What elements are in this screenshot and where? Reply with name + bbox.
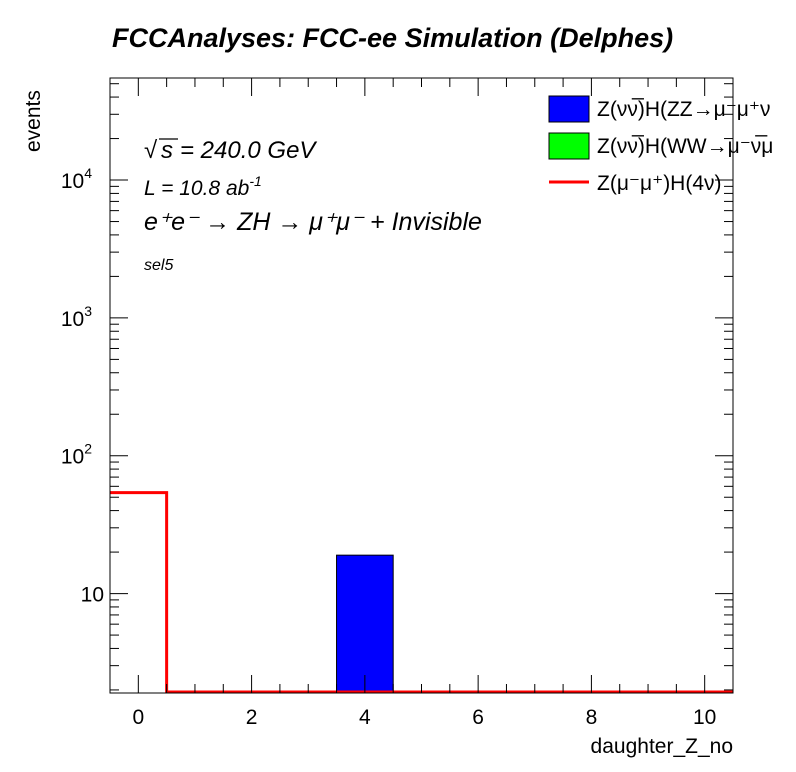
bar-series0-bin4 <box>336 554 394 694</box>
y-axis-title: events <box>22 90 45 152</box>
lumi-annotation: L = 10.8 ab-1 <box>144 173 262 200</box>
plot-frame <box>109 77 734 694</box>
chart-title: FCCAnalyses: FCC-ee Simulation (Delphes) <box>112 23 673 53</box>
x-tick-label: 2 <box>246 706 258 729</box>
x-tick-label: 4 <box>359 706 371 729</box>
legend-label-0: Z(νν̅)H(ZZ→μ⁻μ⁺ν <box>597 98 771 121</box>
y-tick-label: 104 <box>61 165 92 193</box>
x-axis-title: daughter_Z_no <box>591 735 733 758</box>
line-series2 <box>110 491 733 694</box>
annotations: √ s = 240.0 GeV L = 10.8 ab-1 e⁺e⁻ → ZH … <box>144 137 482 274</box>
lumi-exponent: -1 <box>249 173 261 189</box>
selection-annotation: sel5 <box>144 257 173 274</box>
svg-text:s: s <box>161 137 173 164</box>
lumi-value: L = 10.8 ab <box>144 177 250 200</box>
plot-area: 0 2 4 6 8 10 10 102 103 104 <box>61 77 734 729</box>
x-tick-label: 8 <box>586 706 598 729</box>
svg-text:√: √ <box>144 137 158 164</box>
legend-swatch-0 <box>548 95 590 123</box>
legend: Z(νν̅)H(ZZ→μ⁻μ⁺ν Z(νν̅)H(WW→μ⁻ν̅μ Z(μ⁻μ⁺)H… <box>548 95 773 195</box>
y-tick-label: 103 <box>61 303 92 331</box>
legend-label-2: Z(μ⁻μ⁺)H(4ν) <box>597 172 722 195</box>
y-tick-label: 10 <box>81 584 104 607</box>
sqrt-s-annotation: √ s = 240.0 GeV <box>144 137 317 164</box>
y-tick-label: 102 <box>61 441 92 469</box>
process-annotation: e⁺e⁻ → ZH → μ⁺μ⁻ + Invisible <box>144 208 482 236</box>
x-tick-label: 6 <box>472 706 484 729</box>
ticks-group: 0 2 4 6 8 10 10 102 103 104 <box>61 78 733 729</box>
sqrt-s-value: = 240.0 GeV <box>180 137 317 164</box>
lines-group <box>110 491 733 694</box>
x-tick-label: 10 <box>693 706 716 729</box>
bars-group <box>336 554 394 694</box>
legend-label-1: Z(νν̅)H(WW→μ⁻ν̅μ <box>597 135 773 158</box>
legend-swatch-1 <box>548 132 590 160</box>
x-tick-label: 0 <box>132 706 144 729</box>
